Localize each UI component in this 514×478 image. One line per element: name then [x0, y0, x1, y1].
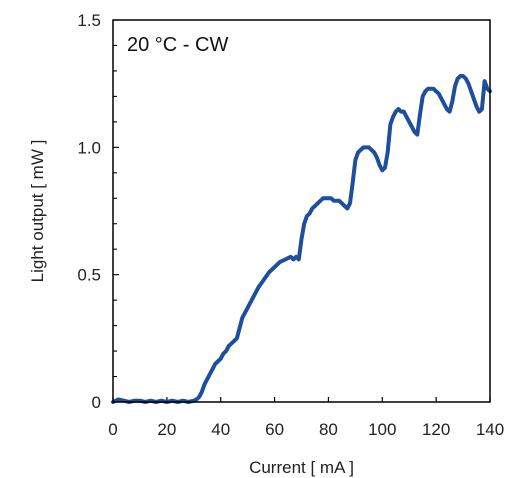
x-tick-label: 140 — [476, 420, 504, 439]
x-tick-label: 40 — [211, 420, 230, 439]
x-tick-label: 0 — [108, 420, 117, 439]
x-tick-label: 60 — [265, 420, 284, 439]
y-tick-label: 0.5 — [77, 266, 101, 285]
condition-annotation: 20 °C - CW — [127, 34, 228, 56]
y-tick-label: 1.0 — [77, 138, 101, 157]
x-axis-tick-labels: 0 20 40 60 80 100 120 140 — [108, 420, 504, 439]
series-line — [111, 74, 492, 404]
y-axis-tick-labels: 0 0.5 1.0 1.5 — [77, 11, 101, 412]
x-tick-label: 100 — [368, 420, 396, 439]
y-tick-label: 1.5 — [77, 11, 101, 30]
y-axis-title: Light output [ mW ] — [28, 140, 47, 283]
x-tick-label: 20 — [157, 420, 176, 439]
y-tick-label: 0 — [92, 393, 101, 412]
y-axis-ticks — [113, 19, 119, 403]
plot-area-frame — [112, 19, 491, 403]
x-tick-label: 80 — [319, 420, 338, 439]
x-axis-title: Current [ mA ] — [249, 458, 354, 477]
x-tick-label: 120 — [422, 420, 450, 439]
